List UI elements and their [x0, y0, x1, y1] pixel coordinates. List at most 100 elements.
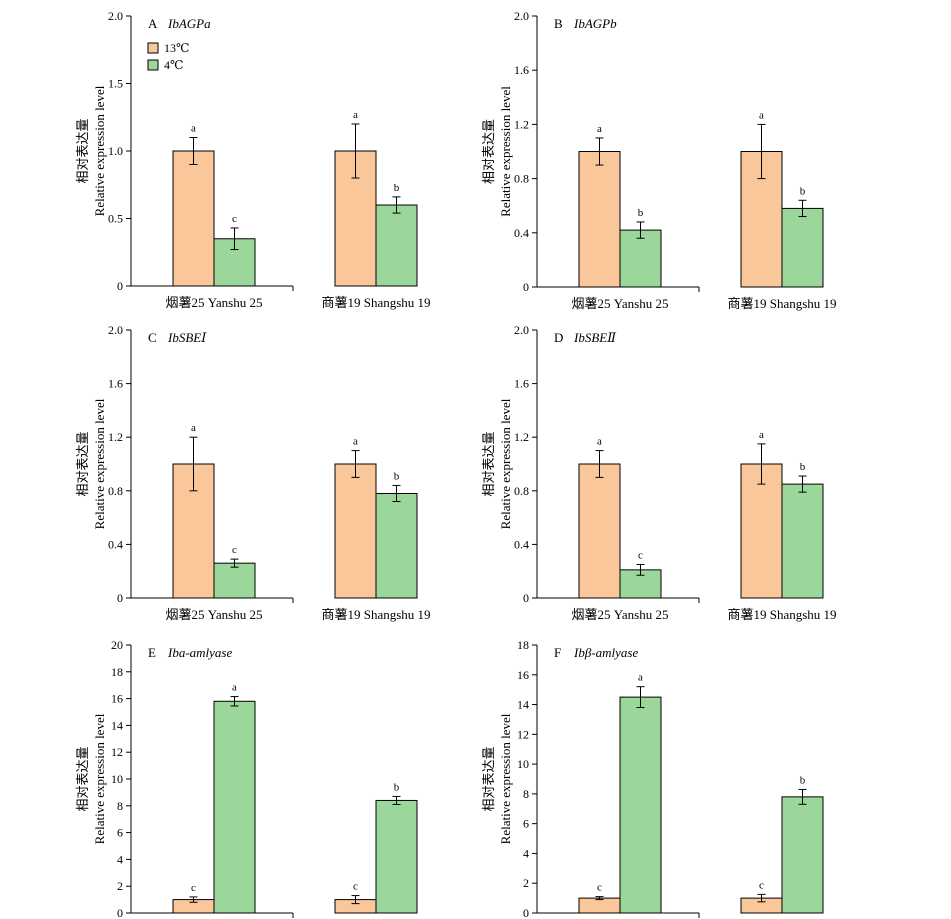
bar: [578, 897, 621, 914]
bar: [740, 463, 783, 599]
category-label: 商薯19 Shangshu 19: [321, 607, 430, 622]
panel-D: 0 0.4 0.8 1.2 1.6 2.0 相对表达量 Relative expression…: [481, 323, 837, 622]
y-tick-label: 2.0: [108, 323, 123, 337]
panel-letter: D: [554, 330, 563, 345]
significance-letter: b: [394, 470, 400, 482]
y-tick-label: 10: [517, 757, 529, 771]
bar: [375, 799, 418, 914]
y-tick-label: 16: [111, 692, 123, 706]
y-tick-label: 1.0: [108, 144, 123, 158]
y-tick-label: 12: [517, 727, 529, 741]
y-axis-title-en: Relative expression level: [92, 85, 107, 216]
significance-letter: a: [597, 123, 602, 135]
panel-gene-title: Ibβ-amlyase: [573, 645, 638, 660]
y-axis-title-en: Relative expression level: [498, 86, 513, 217]
panel-F: 0 2 4 6 8 10 12 14 16 18 相对表达量 Relative expression …: [481, 638, 824, 919]
y-tick-label: 0: [523, 906, 529, 919]
y-axis-title-cn: 相对表达量: [481, 746, 496, 811]
y-tick-label: 16: [517, 668, 529, 682]
significance-letter: b: [394, 781, 400, 793]
significance-letter: b: [800, 774, 806, 786]
panel-C: 0 0.4 0.8 1.2 1.6 2.0 相对表达量 Relative expression…: [75, 323, 431, 622]
panel-gene-title: IbSBEⅠ: [167, 330, 207, 345]
bar: [619, 696, 662, 914]
significance-letter: a: [638, 672, 643, 684]
y-axis-title-en: Relative expression level: [498, 713, 513, 844]
significance-letter: c: [638, 550, 643, 562]
bar: [213, 700, 256, 914]
y-tick-label: 2.0: [514, 9, 529, 23]
significance-letter: a: [759, 109, 764, 121]
y-axis-title-cn: 相对表达量: [75, 746, 90, 811]
y-tick-label: 0.4: [514, 537, 529, 551]
significance-letter: a: [759, 429, 764, 441]
y-tick-label: 0.5: [108, 212, 123, 226]
y-tick-label: 0: [523, 280, 529, 294]
y-tick-label: 18: [111, 665, 123, 679]
significance-letter: a: [597, 436, 602, 448]
y-tick-label: 0.8: [514, 484, 529, 498]
legend-swatch: [147, 42, 159, 54]
significance-letter: b: [800, 461, 806, 473]
significance-letter: b: [800, 185, 806, 197]
significance-letter: a: [353, 436, 358, 448]
category-label: 烟薯25 Yanshu 25: [572, 607, 669, 622]
significance-letter: b: [638, 207, 644, 219]
y-tick-label: 4: [523, 846, 529, 860]
legend-label: 13℃: [164, 41, 189, 55]
y-tick-label: 12: [111, 745, 123, 759]
panel-E: 0 2 4 6 8 10 12 14 16 18 20 相对表达量 Relative expressio…: [75, 638, 418, 919]
significance-letter: c: [232, 213, 237, 225]
y-tick-label: 1.6: [108, 377, 123, 391]
panel-letter: B: [554, 16, 563, 31]
y-tick-label: 18: [517, 638, 529, 652]
y-axis-title-en: Relative expression level: [92, 713, 107, 844]
y-tick-label: 0: [117, 591, 123, 605]
category-label: 商薯19 Shangshu 19: [321, 295, 430, 310]
y-axis-title-en: Relative expression level: [92, 398, 107, 529]
bar: [172, 150, 215, 287]
significance-letter: c: [759, 879, 764, 891]
significance-letter: a: [191, 422, 196, 434]
y-tick-label: 2: [117, 879, 123, 893]
y-tick-label: 14: [111, 718, 123, 732]
bar: [781, 483, 824, 599]
significance-letter: c: [597, 882, 602, 894]
category-label: 烟薯25 Yanshu 25: [572, 296, 669, 311]
y-axis-title-cn: 相对表达量: [75, 431, 90, 496]
panel-gene-title: IbSBEⅡ: [573, 330, 617, 345]
y-tick-label: 8: [523, 787, 529, 801]
significance-letter: a: [191, 123, 196, 135]
y-tick-label: 0: [523, 591, 529, 605]
y-tick-label: 1.5: [108, 77, 123, 91]
bar: [375, 492, 418, 599]
legend-swatch: [147, 59, 159, 71]
category-label: 烟薯25 Yanshu 25: [166, 295, 263, 310]
y-tick-label: 8: [117, 799, 123, 813]
y-axis-title-cn: 相对表达量: [481, 119, 496, 184]
category-label: 烟薯25 Yanshu 25: [166, 607, 263, 622]
y-tick-label: 14: [517, 698, 529, 712]
y-tick-label: 6: [523, 817, 529, 831]
bar: [375, 204, 418, 287]
panel-letter: F: [554, 645, 561, 660]
y-tick-label: 4: [117, 852, 123, 866]
y-tick-label: 10: [111, 772, 123, 786]
significance-letter: a: [232, 682, 237, 694]
y-tick-label: 0.8: [514, 172, 529, 186]
bar: [781, 796, 824, 914]
y-tick-label: 1.2: [514, 430, 529, 444]
significance-letter: c: [232, 544, 237, 556]
y-tick-label: 0: [117, 906, 123, 919]
y-tick-label: 0.4: [514, 226, 529, 240]
bar: [781, 207, 824, 288]
y-axis-title-en: Relative expression level: [498, 398, 513, 529]
panel-letter: E: [148, 645, 156, 660]
category-label: 商薯19 Shangshu 19: [727, 296, 836, 311]
y-axis-title-cn: 相对表达量: [481, 431, 496, 496]
significance-letter: b: [394, 182, 400, 194]
y-tick-label: 1.2: [108, 430, 123, 444]
y-tick-label: 1.6: [514, 63, 529, 77]
y-tick-label: 20: [111, 638, 123, 652]
